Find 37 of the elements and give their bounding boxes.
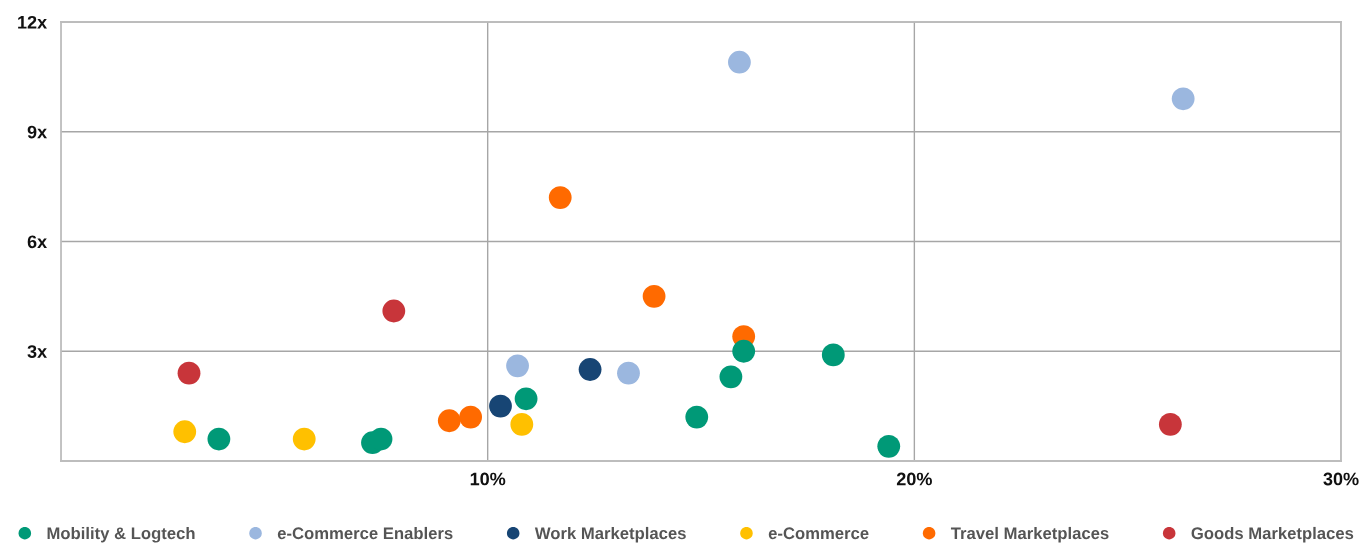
point xyxy=(292,427,316,451)
point xyxy=(1171,87,1195,111)
y-tick-label: 3x xyxy=(27,345,47,358)
point xyxy=(437,409,461,433)
point xyxy=(685,405,709,429)
y-tick-label: 12x xyxy=(18,15,47,29)
point xyxy=(369,427,393,451)
point xyxy=(578,358,602,381)
point xyxy=(382,299,406,323)
point xyxy=(642,284,666,308)
legend-label: Mobility & Logtech xyxy=(47,526,195,543)
point xyxy=(821,343,845,367)
point xyxy=(732,339,756,363)
point xyxy=(459,405,483,429)
y-tick-label: 6x xyxy=(27,235,47,249)
point xyxy=(548,186,572,209)
point xyxy=(1158,413,1182,436)
legend-label: e-Commerce Enablers xyxy=(277,526,453,540)
point xyxy=(173,420,197,444)
legend-label: Goods Marketplaces xyxy=(1191,526,1354,543)
point xyxy=(207,427,231,451)
y-tick-label: 9x xyxy=(27,125,47,139)
point xyxy=(489,394,512,418)
point xyxy=(877,434,901,458)
point xyxy=(510,413,534,436)
legend-label: e-Commerce xyxy=(768,527,869,540)
point xyxy=(719,365,743,389)
legend-label: Work Marketplaces xyxy=(534,526,686,543)
x-tick-label: 20% xyxy=(896,472,932,486)
point xyxy=(728,50,751,74)
legend-label: Travel Marketplaces xyxy=(950,526,1109,543)
point xyxy=(177,361,201,385)
x-tick-label: 30% xyxy=(1323,472,1359,486)
point xyxy=(514,387,538,411)
x-tick-label: 10% xyxy=(470,472,506,486)
point xyxy=(617,361,640,385)
point xyxy=(506,354,529,378)
